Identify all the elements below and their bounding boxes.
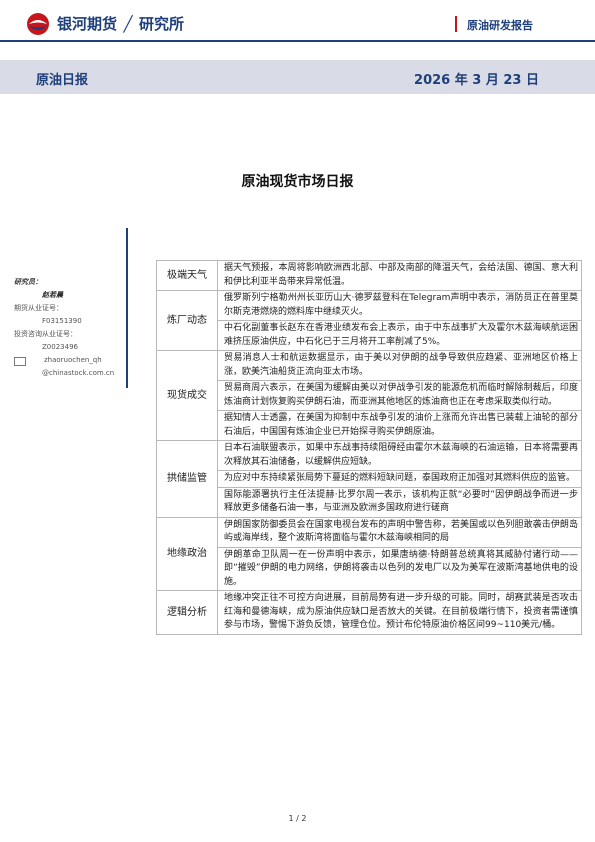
email-domain[interactable]: @chinastock.com.cn — [42, 369, 115, 377]
news-item: 伊朗革命卫队周一在一份声明中表示，如果唐纳德·特朗普总统真将其威胁付诸行动——即… — [217, 546, 582, 591]
category-cell: 现货成交 — [156, 350, 218, 441]
company-logo — [27, 13, 49, 35]
table-row: 拱储监管 日本石油联盟表示，如果中东战事持续阻碍经由霍尔木兹海峡的石油运输，日本将… — [156, 440, 582, 518]
report-series-label: 原油研发报告 — [467, 19, 533, 32]
email-row: zhaoruochen_qh — [14, 354, 122, 367]
table-row: 国际能源署执行主任法提赫·比罗尔周一表示，该机构正就“必要时”因伊朗战争而进一步… — [157, 486, 582, 518]
report-band: 原油日报 2026 年 3 月 23 日 — [0, 60, 595, 94]
table-row: 伊朗革命卫队周一在一份声明中表示，如果唐纳德·特朗普总统真将其威胁付诸行动——即… — [157, 546, 582, 591]
news-item: 据知情人士透露，在美国为抑制中东战争引发的油价上涨而允许出售已装载上油轮的部分石… — [217, 410, 582, 441]
news-item: 贸易消息人士和航运数据显示，由于美以对伊朗的战争导致供应趋紧、亚洲地区价格上涨，… — [217, 350, 582, 381]
table-row: 地缘政治 伊朗国家防御委员会在国家电视台发布的声明中警告称，若美国或以色列胆敢袭击… — [156, 516, 582, 591]
category-cell: 极端天气 — [156, 260, 218, 291]
table-row: 为应对中东持续紧张局势下蔓延的燃料短缺问题，泰国政府正加强对其燃料供应的监管。 — [157, 470, 582, 488]
header-rule — [0, 40, 595, 42]
news-item: 日本石油联盟表示，如果中东战事持续阻碍经由霍尔木兹海峡的石油运输，日本将需要再次… — [217, 440, 582, 471]
researcher-name: 赵若晨 — [42, 291, 63, 299]
table-row: 现货成交 贸易消息人士和航运数据显示，由于美以对伊朗的战争导致供应趋紧、亚洲地区价… — [156, 350, 582, 441]
news-item: 国际能源署执行主任法提赫·比罗尔周一表示，该机构正就“必要时”因伊朗战争而进一步… — [217, 486, 582, 518]
news-item: 伊朗国家防御委员会在国家电视台发布的声明中警告称，若美国或以色列胆敢袭击伊朗岛屿… — [217, 516, 582, 548]
page-header: 银河期货 ╱ 研究所 原油研发报告 — [0, 0, 595, 42]
category-cell: 炼厂动态 — [156, 290, 218, 351]
news-item: 中石化副董事长赵东在香港业绩发布会上表示，由于中东战事扩大及霍尔木兹海峡航运困难… — [217, 320, 582, 351]
table-row: 逻辑分析 地缘冲突正往不可控方向进展，目前局势有进一步升级的可能。同时，胡赛武装是… — [156, 590, 582, 635]
news-item: 为应对中东持续紧张局势下蔓延的燃料短缺问题，泰国政府正加强对其燃料供应的监管。 — [217, 470, 582, 488]
category-cell: 逻辑分析 — [156, 590, 218, 635]
news-item: 地缘冲突正往不可控方向进展，目前局势有进一步升级的可能。同时，胡赛武装是否攻击红… — [217, 590, 582, 635]
table-row: 贸易商周六表示，在美国为缓解由美以对伊战争引发的能源危机而临时解除制裁后，印度炼… — [157, 380, 582, 411]
license-label: 期货从业证号： — [14, 304, 63, 312]
advisor-label: 投资咨询从业证号： — [14, 330, 77, 338]
email-user[interactable]: zhaoruochen_qh — [44, 356, 102, 364]
page-number: 1 / 2 — [288, 814, 307, 823]
category-cell: 地缘政治 — [156, 516, 218, 591]
table-row: 炼厂动态 俄罗斯列宁格勒州州长亚历山大·德罗兹登科在Telegram声明中表示，消… — [156, 290, 582, 351]
mail-icon — [14, 357, 26, 366]
table-row: 中石化副董事长赵东在香港业绩发布会上表示，由于中东战事扩大及霍尔木兹海峡航运困难… — [157, 320, 582, 351]
news-item: 贸易商周六表示，在美国为缓解由美以对伊战争引发的能源危机而临时解除制裁后，印度炼… — [217, 380, 582, 411]
market-news-table: 极端天气 据天气预报，本周将影响欧洲西北部、中部及南部的降温天气，会给法国、德国、… — [156, 260, 582, 635]
category-cell: 拱储监管 — [156, 440, 218, 518]
brand-name: 银河期货 ╱ 研究所 — [57, 13, 184, 34]
table-row: 极端天气 据天气预报，本周将影响欧洲西北部、中部及南部的降温天气，会给法国、德国、… — [156, 260, 582, 291]
report-date: 2026 年 3 月 23 日 — [414, 73, 539, 88]
news-item: 据天气预报，本周将影响欧洲西北部、中部及南部的降温天气，会给法国、德国、意大利和… — [217, 260, 582, 291]
report-series-tag: 原油研发报告 — [445, 12, 595, 36]
license-value: F03151390 — [42, 317, 82, 325]
advisor-value: Z0023496 — [42, 343, 78, 351]
series-tag-accent — [455, 16, 457, 32]
analyst-info: 研究员： 赵若晨 期货从业证号： F03151390 投资咨询从业证号： Z00… — [14, 276, 122, 380]
brand-institute: 研究所 — [139, 15, 185, 33]
sidebar-divider — [126, 228, 128, 388]
page-title: 原油现货市场日报 — [241, 174, 354, 190]
brand-company: 银河期货 — [57, 15, 118, 33]
report-type: 原油日报 — [36, 73, 89, 88]
news-item: 俄罗斯列宁格勒州州长亚历山大·德罗兹登科在Telegram声明中表示，消防员正在… — [217, 290, 582, 321]
researcher-label: 研究员： — [14, 278, 42, 286]
brand-separator: ╱ — [123, 15, 133, 33]
table-row: 据知情人士透露，在美国为抑制中东战争引发的油价上涨而允许出售已装载上油轮的部分石… — [157, 410, 582, 441]
